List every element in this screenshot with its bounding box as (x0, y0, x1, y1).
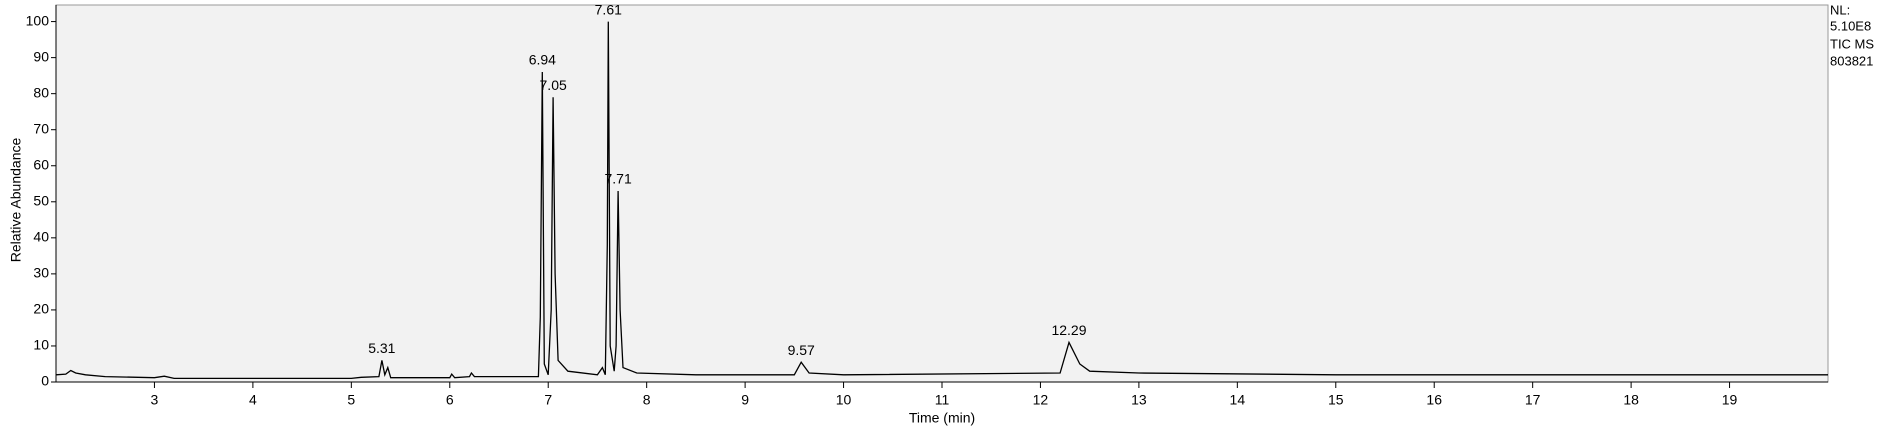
x-tick-label: 14 (1230, 392, 1246, 408)
peak-label: 6.94 (529, 52, 556, 68)
y-tick-label: 40 (33, 229, 49, 245)
x-tick-label: 7 (544, 392, 552, 408)
peak-label: 7.61 (595, 1, 622, 17)
peak-label: 9.57 (788, 342, 815, 358)
y-tick-label: 0 (41, 373, 49, 389)
info-text: 5.10E8 (1830, 18, 1871, 33)
x-axis-label: Time (min) (909, 410, 975, 426)
x-tick-label: 11 (935, 392, 950, 408)
peak-label: 7.71 (604, 171, 631, 187)
info-text: 803821 (1830, 53, 1873, 68)
x-tick-label: 4 (249, 392, 257, 408)
x-tick-label: 18 (1623, 392, 1639, 408)
y-tick-label: 10 (33, 337, 49, 353)
info-text: NL: (1830, 2, 1850, 17)
x-tick-label: 15 (1328, 392, 1344, 408)
y-tick-label: 80 (33, 84, 49, 100)
x-tick-label: 12 (1033, 392, 1049, 408)
x-tick-label: 16 (1426, 392, 1442, 408)
y-tick-label: 60 (33, 156, 49, 172)
peak-label: 7.05 (540, 77, 567, 93)
y-tick-label: 30 (33, 265, 49, 281)
y-axis-label: Relative Abundance (8, 138, 24, 263)
peak-label: 5.31 (368, 340, 395, 356)
x-tick-label: 6 (446, 392, 454, 408)
peak-label: 12.29 (1051, 322, 1086, 338)
y-tick-label: 90 (33, 48, 49, 64)
y-tick-label: 100 (26, 12, 50, 28)
x-tick-label: 10 (836, 392, 852, 408)
y-tick-label: 70 (33, 120, 49, 136)
x-tick-label: 19 (1722, 392, 1738, 408)
y-tick-label: 20 (33, 301, 49, 317)
x-tick-label: 17 (1525, 392, 1541, 408)
x-tick-label: 13 (1131, 392, 1147, 408)
plot-area (55, 4, 1829, 383)
x-tick-label: 8 (643, 392, 651, 408)
y-tick-label: 50 (33, 192, 49, 208)
info-text: TIC MS (1830, 36, 1874, 51)
x-tick-label: 5 (347, 392, 355, 408)
x-tick-label: 3 (151, 392, 159, 408)
x-tick-label: 9 (741, 392, 749, 408)
trace-line (55, 21, 1828, 380)
